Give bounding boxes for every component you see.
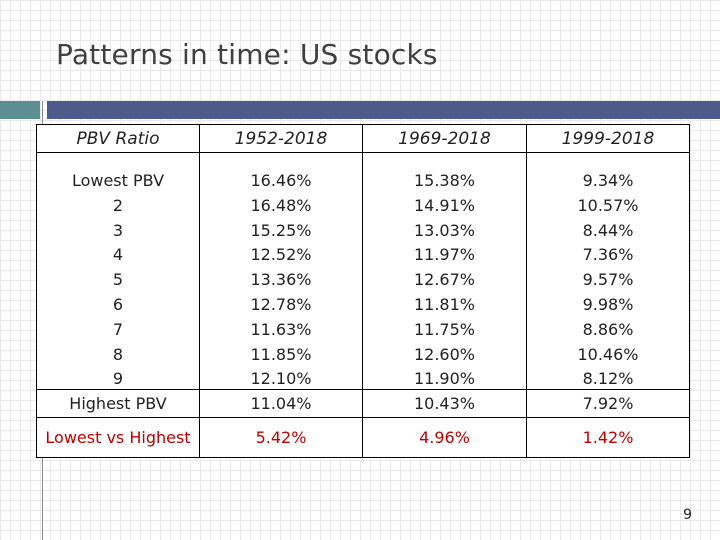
spread-1952: 5.42% [200,418,363,457]
header-pbv-ratio: PBV Ratio [37,125,200,153]
highest-pbv-label: Highest PBV [37,390,200,418]
value-cell: 11.90% [413,369,475,389]
returns-table: PBV Ratio 1952-2018 1969-2018 1999-2018 … [36,124,690,458]
value-cell: 11.75% [413,319,475,339]
accent-bar-right [47,101,720,119]
page-number: 9 [683,507,692,523]
decile-values-1999: 9.34% 10.57% 8.44% 7.36% 9.57% 9.98% 8.8… [527,153,689,390]
value-cell: 13.36% [250,270,312,290]
row-label: 6 [112,294,124,314]
spread-label: Lowest vs Highest [37,418,200,457]
value-cell: 9.98% [582,294,634,314]
header-1969-2018: 1969-2018 [363,125,527,153]
highest-pbv-1969: 10.43% [363,390,527,418]
value-cell: 10.46% [577,344,639,364]
row-label: 7 [112,319,124,339]
header-1999-2018: 1999-2018 [527,125,689,153]
row-label: Lowest PBV [71,171,165,190]
value-cell: 8.12% [582,369,634,389]
value-cell: 16.48% [250,195,312,215]
header-1952-2018: 1952-2018 [200,125,363,153]
spread-1969: 4.96% [363,418,527,457]
value-cell: 13.03% [413,220,475,240]
value-cell: 10.57% [577,195,639,215]
row-label: 8 [112,344,124,364]
value-cell: 15.25% [250,220,312,240]
spread-1999: 1.42% [582,427,634,447]
row-label: 9 [112,369,124,389]
value-cell: 8.44% [582,220,634,240]
value-cell: 12.52% [250,245,312,265]
value-cell: 7.36% [582,245,634,265]
value-cell: 11.85% [250,344,312,364]
value-cell: 8.86% [582,319,634,339]
value-cell: 11.81% [413,294,475,314]
value-cell: 9.34% [582,171,634,190]
value-cell: 12.67% [413,270,475,290]
value-cell: 12.78% [250,294,312,314]
row-label: 3 [112,220,124,240]
value-cell: 14.91% [413,195,475,215]
highest-pbv-1952: 11.04% [200,390,363,418]
value-cell: 11.97% [413,245,475,265]
value-cell: 12.60% [413,344,475,364]
row-label: 4 [112,245,124,265]
value-cell: 12.10% [250,369,312,389]
row-label: 5 [112,270,124,290]
value-cell: 11.63% [250,319,312,339]
slide-title: Patterns in time: US stocks [56,38,438,71]
decile-values-1969: 15.38% 14.91% 13.03% 11.97% 12.67% 11.81… [363,153,527,390]
value-cell: 9.57% [582,270,634,290]
highest-pbv-1999: 7.92% [527,390,689,418]
value-cell: 16.46% [250,171,312,190]
row-label: 2 [112,195,124,215]
value-cell: 15.38% [413,171,475,190]
decile-values-1952: 16.46% 16.48% 15.25% 12.52% 13.36% 12.78… [200,153,363,390]
decile-labels: Lowest PBV 2 3 4 5 6 7 8 9 [37,153,200,390]
accent-bar-left [0,101,40,119]
